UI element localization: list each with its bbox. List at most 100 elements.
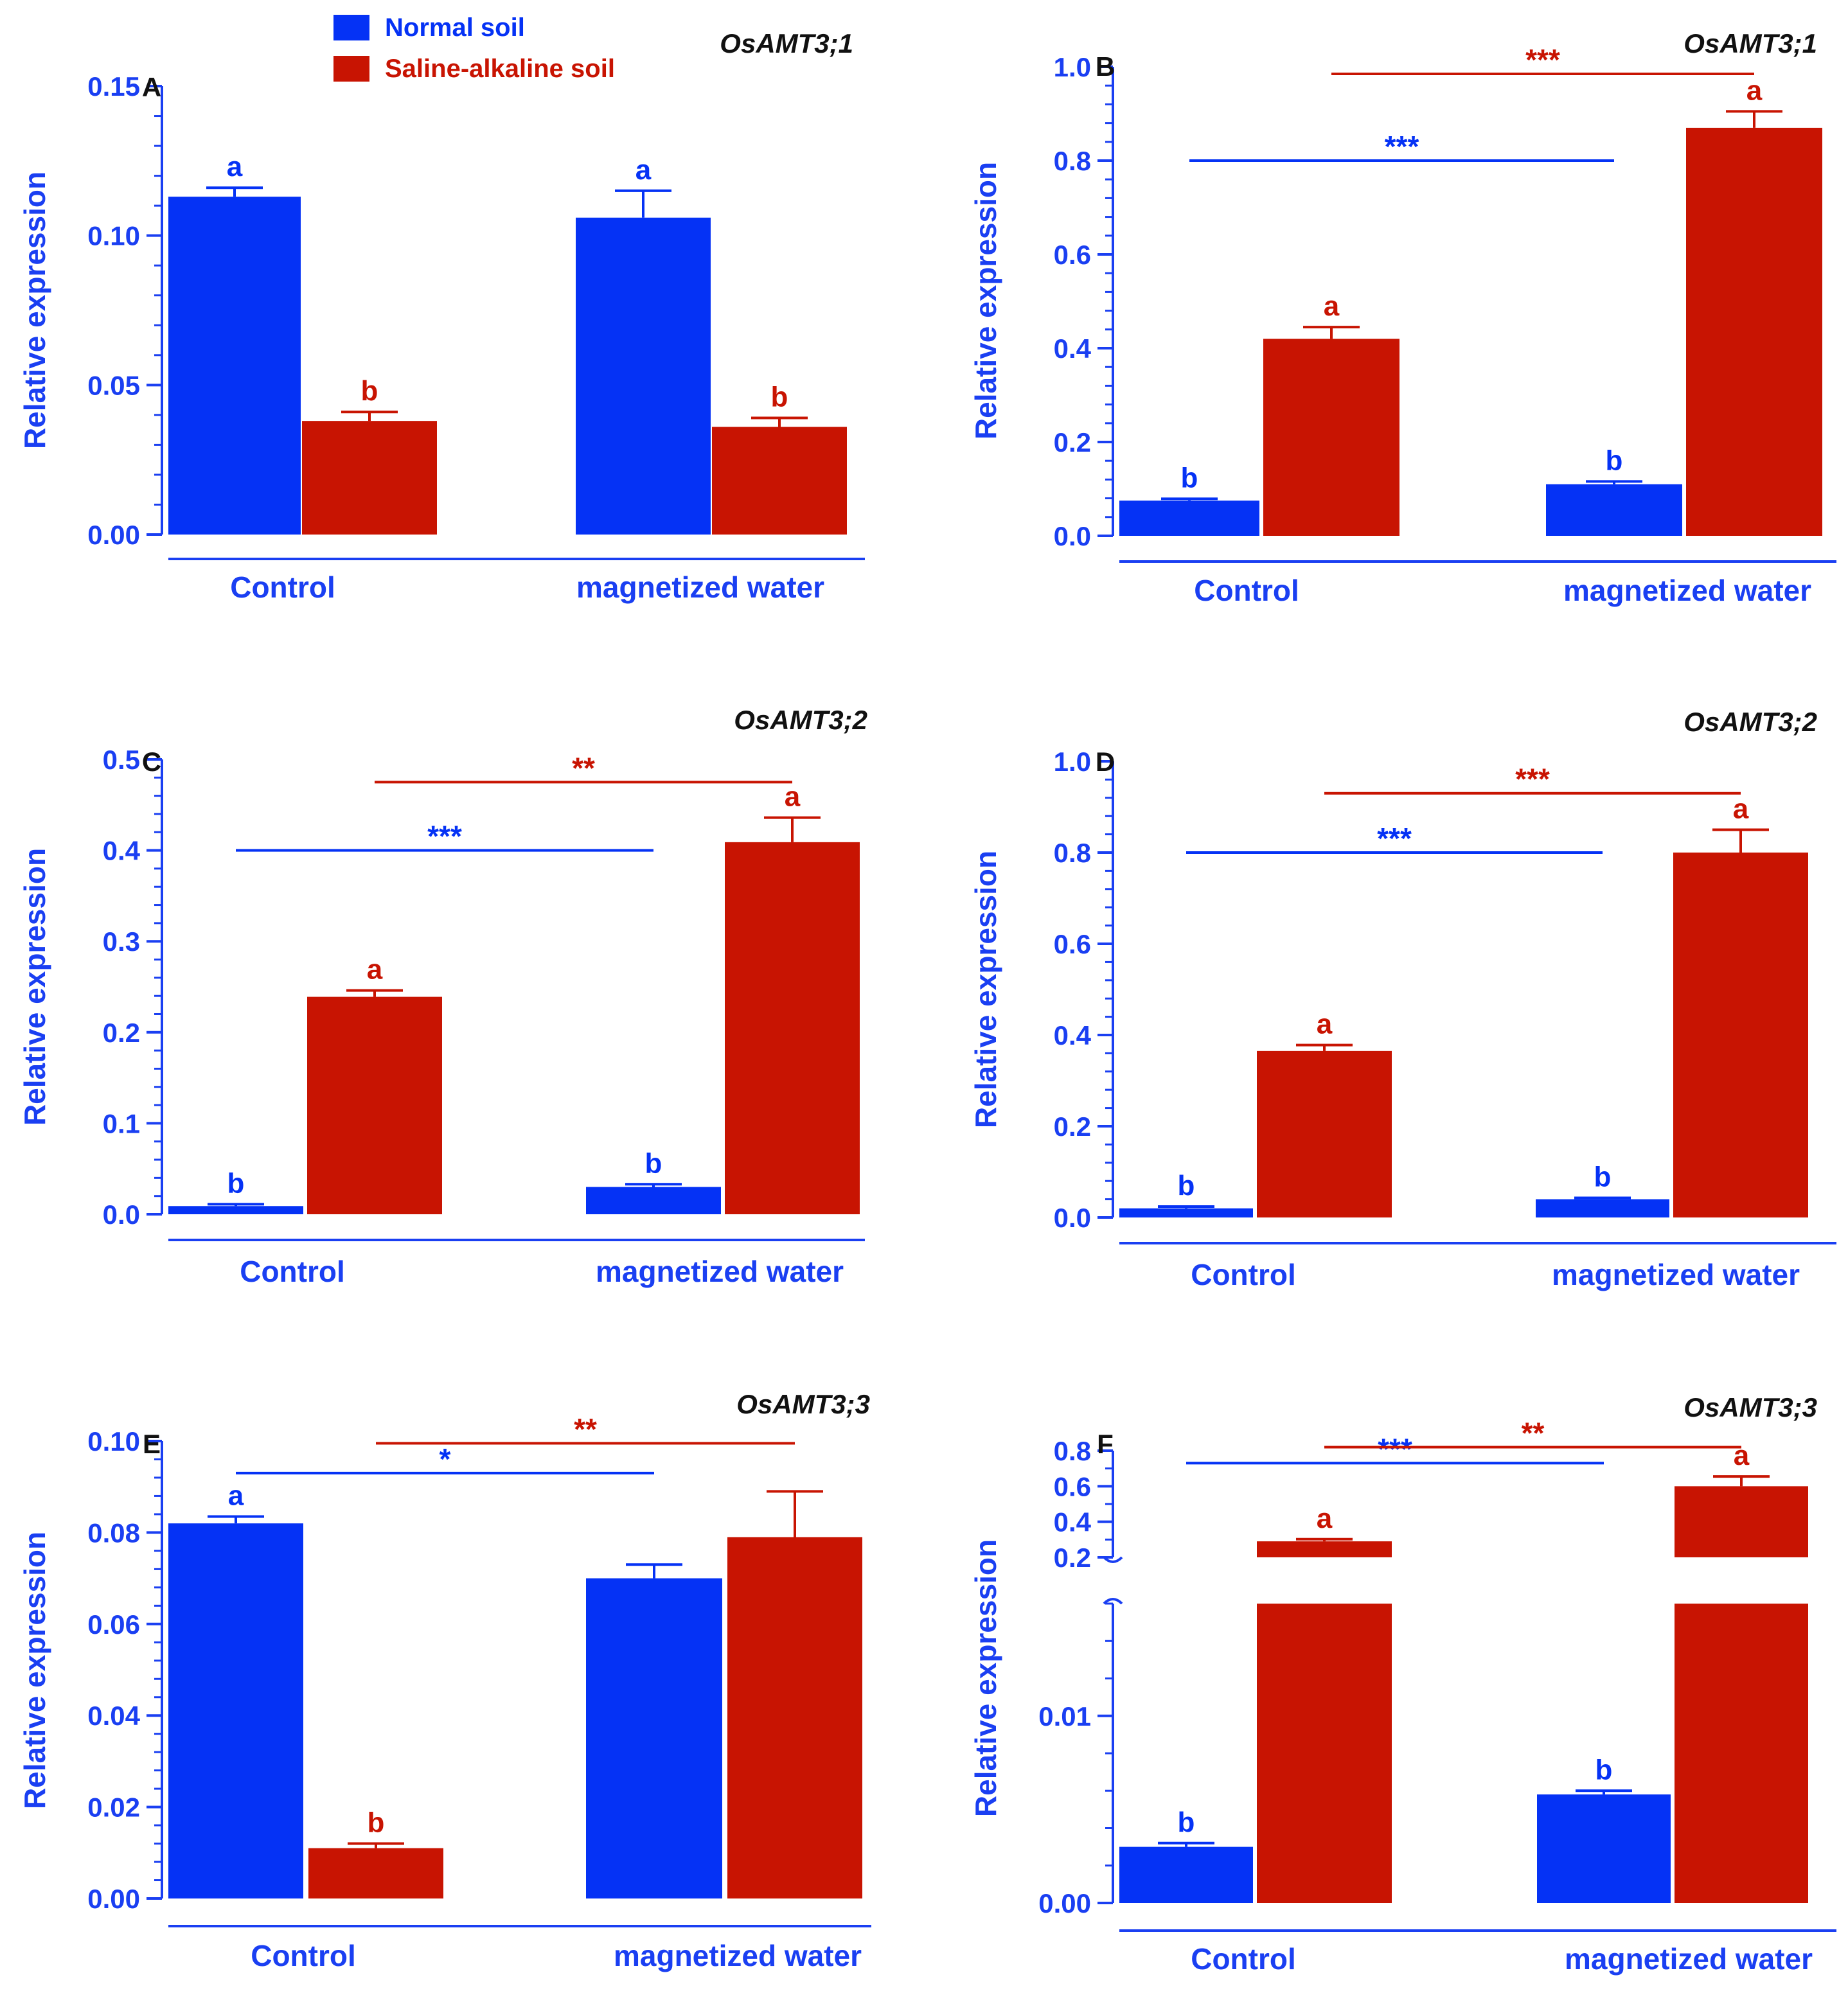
x-category-label: Control <box>240 1255 345 1288</box>
legend-swatch-saline <box>333 56 369 82</box>
significance-stars: ** <box>572 751 595 784</box>
significance-letter: a <box>785 781 801 813</box>
legend-item-normal: Normal soil <box>333 12 615 44</box>
bar <box>1119 1208 1253 1217</box>
bar <box>712 427 847 535</box>
significance-letter: a <box>1317 1009 1333 1040</box>
x-category-label: magnetized water <box>576 571 824 604</box>
bar <box>1263 339 1399 536</box>
bar <box>1257 1050 1392 1217</box>
significance-stars: *** <box>1377 822 1412 855</box>
panel-letter: D <box>1096 747 1115 777</box>
gene-label: OsAMT3;2 <box>1684 707 1817 737</box>
y-tick-label: 0.4 <box>1054 1507 1092 1537</box>
bar <box>576 217 711 535</box>
y-tick-label: 1.0 <box>1054 52 1091 82</box>
panel-D: 0.0 0.2 0.4 0.6 0.8 1.0 Relative expression Con… <box>969 707 1836 1291</box>
significance-letter: b <box>1178 1807 1195 1838</box>
significance-letter: b <box>1595 1754 1613 1785</box>
bar <box>1537 1794 1671 1903</box>
y-tick-label: 0.08 <box>87 1518 140 1548</box>
bar <box>586 1187 721 1214</box>
bar <box>302 421 437 535</box>
significance-letter: b <box>361 375 378 407</box>
y-tick-label: 0.00 <box>87 1884 140 1914</box>
y-tick-label: 0.2 <box>1054 1111 1091 1142</box>
significance-letter: a <box>635 154 652 186</box>
y-tick-label: 0.4 <box>1054 1020 1092 1050</box>
significance-letter: a <box>227 151 243 182</box>
significance-letter: b <box>1178 1170 1195 1201</box>
y-tick-label: 0.05 <box>87 370 140 400</box>
legend-swatch-normal <box>333 15 369 40</box>
significance-stars: *** <box>1515 763 1550 796</box>
y-tick-label: 0.8 <box>1054 146 1091 176</box>
y-tick-label: 0.6 <box>1054 1471 1091 1501</box>
legend-item-saline: Saline-alkaline soil <box>333 53 615 85</box>
bar <box>725 842 860 1214</box>
x-category-label: Control <box>230 571 335 604</box>
legend-label-normal: Normal soil <box>385 13 525 42</box>
bar <box>1536 1199 1669 1217</box>
bar <box>307 996 442 1214</box>
significance-letter: a <box>1746 75 1763 106</box>
y-tick-label: 1.0 <box>1054 747 1091 777</box>
bar <box>1686 127 1822 536</box>
x-category-label: Control <box>251 1939 356 1972</box>
significance-letter: a <box>367 954 383 986</box>
significance-letter: a <box>1317 1503 1333 1534</box>
x-category-label: magnetized water <box>1565 1942 1813 1976</box>
y-tick-label: 0.06 <box>87 1609 140 1640</box>
bar <box>168 197 301 535</box>
significance-stars: *** <box>427 820 462 853</box>
significance-letter: b <box>1594 1161 1612 1192</box>
x-category-label: Control <box>1191 1258 1296 1291</box>
y-tick-label: 0.4 <box>103 836 141 866</box>
significance-letter: b <box>227 1167 245 1199</box>
y-tick-label: 0.00 <box>87 520 140 550</box>
bar <box>1257 1541 1392 1557</box>
x-category-label: Control <box>1194 574 1299 607</box>
gene-label: OsAMT3;1 <box>720 28 853 58</box>
significance-letter: a <box>1733 793 1749 825</box>
y-tick-label: 0.15 <box>87 71 140 102</box>
y-tick-label: 0.10 <box>87 221 140 251</box>
significance-stars: *** <box>1378 1432 1412 1465</box>
x-category-label: magnetized water <box>1563 574 1811 607</box>
bar <box>1257 1604 1392 1903</box>
gene-label: OsAMT3;2 <box>734 705 867 735</box>
panel-E: 0.00 0.02 0.04 0.06 0.08 0.10 Relative express… <box>18 1389 871 1972</box>
x-category-label: magnetized water <box>614 1939 862 1972</box>
bar <box>586 1578 722 1898</box>
legend-label-saline: Saline-alkaline soil <box>385 54 615 83</box>
panel-letter: B <box>1096 51 1115 82</box>
panel-letter: A <box>142 72 161 102</box>
panel-B: 0.0 0.2 0.4 0.6 0.8 1.0 Relative expression Con… <box>969 28 1836 607</box>
significance-stars: ** <box>574 1413 597 1446</box>
panel-F: 0.00 0.01 0.2 0.4 0.6 0.8 Relative expression C… <box>969 1392 1836 1976</box>
y-tick-label: 0.2 <box>1054 1543 1091 1573</box>
panel-A: 0.00 0.05 0.10 0.15 Relative expression Contr… <box>18 28 865 604</box>
significance-letter: b <box>1181 462 1198 493</box>
significance-stars: * <box>440 1442 451 1476</box>
significance-letter: b <box>771 382 788 413</box>
x-category-label: Control <box>1191 1942 1296 1976</box>
significance-stars: *** <box>1385 130 1419 163</box>
significance-stars: *** <box>1525 43 1560 76</box>
y-tick-label: 0.1 <box>103 1108 140 1138</box>
x-category-label: magnetized water <box>596 1255 844 1288</box>
bar <box>727 1537 862 1898</box>
bar <box>1546 484 1682 536</box>
gene-label: OsAMT3;3 <box>1684 1392 1817 1422</box>
significance-letter: a <box>1734 1440 1750 1471</box>
y-tick-label: 0.04 <box>87 1701 140 1731</box>
x-category-label: magnetized water <box>1552 1258 1800 1291</box>
legend: Normal soil Saline-alkaline soil <box>333 12 615 94</box>
y-tick-label: 0.8 <box>1054 1436 1091 1466</box>
y-tick-label: 0.10 <box>87 1426 140 1456</box>
significance-letter: b <box>368 1807 385 1839</box>
y-tick-label: 0.3 <box>103 926 140 957</box>
panel-C: 0.0 0.1 0.2 0.3 0.4 0.5 Relative expression Con… <box>18 705 867 1288</box>
y-tick-label: 0.6 <box>1054 929 1091 959</box>
bar <box>1119 500 1259 536</box>
